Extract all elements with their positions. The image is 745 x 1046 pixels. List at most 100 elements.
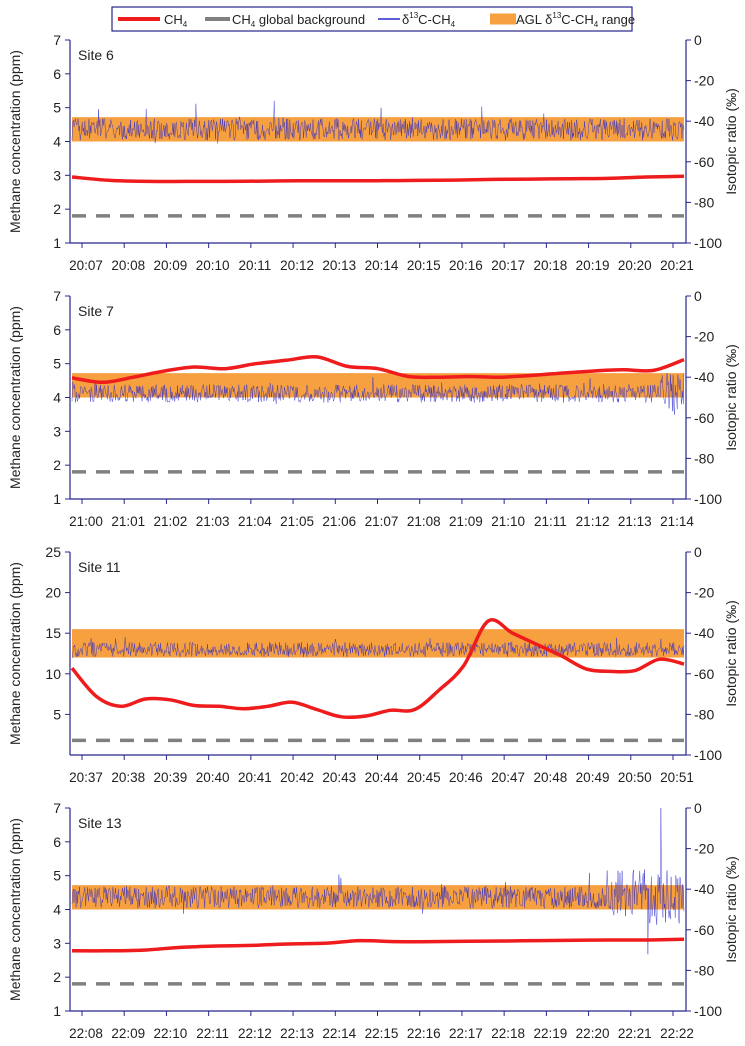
x-tick-label: 22:08 xyxy=(69,1026,103,1041)
y-tick-label: 1 xyxy=(53,235,61,251)
x-tick-label: 22:20 xyxy=(576,1026,610,1041)
x-tick-label: 20:40 xyxy=(196,770,230,785)
y2-tick-label: -100 xyxy=(694,747,722,763)
y-tick-label: 6 xyxy=(53,834,61,850)
y2-tick-label: -80 xyxy=(694,962,714,978)
x-tick-label: 20:16 xyxy=(449,258,483,273)
x-tick-label: 22:21 xyxy=(618,1026,652,1041)
site-label: Site 6 xyxy=(78,47,114,63)
x-tick-label: 22:12 xyxy=(238,1026,272,1041)
y-tick-label: 4 xyxy=(53,390,61,406)
x-tick-label: 20:21 xyxy=(660,258,694,273)
y2-axis-label: Isotopic ratio (‰) xyxy=(723,856,739,963)
x-tick-label: 22:18 xyxy=(491,1026,525,1041)
x-tick-label: 22:17 xyxy=(449,1026,483,1041)
legend: CH4 CH4 global background δ13C-CH4 AGL δ… xyxy=(111,6,635,32)
legend-background-label: CH4 global background xyxy=(232,12,365,29)
y-tick-label: 3 xyxy=(53,167,61,183)
x-tick-label: 20:50 xyxy=(618,770,652,785)
y-tick-label: 5 xyxy=(53,706,61,722)
y-tick-label: 7 xyxy=(53,800,61,816)
y-tick-label: 10 xyxy=(45,666,61,682)
y-tick-label: 4 xyxy=(53,134,61,150)
x-tick-label: 21:10 xyxy=(491,514,525,529)
y2-tick-label: -60 xyxy=(694,922,714,938)
ch4-series xyxy=(71,354,685,385)
x-tick-label: 20:17 xyxy=(491,258,525,273)
y2-tick-label: -20 xyxy=(694,73,714,89)
y2-tick-label: 0 xyxy=(694,800,702,816)
y-tick-label: 1 xyxy=(53,491,61,507)
x-tick-label: 22:10 xyxy=(154,1026,188,1041)
y2-tick-label: -20 xyxy=(694,329,714,345)
x-tick-label: 20:46 xyxy=(449,770,483,785)
y-tick-label: 5 xyxy=(53,100,61,116)
x-tick-label: 20:37 xyxy=(69,770,103,785)
y2-tick-label: -40 xyxy=(694,625,714,641)
x-tick-label: 21:12 xyxy=(576,514,610,529)
x-tick-label: 20:45 xyxy=(407,770,441,785)
y-tick-label: 25 xyxy=(45,544,61,560)
x-tick-label: 20:07 xyxy=(69,258,103,273)
x-tick-label: 21:07 xyxy=(365,514,399,529)
y-tick-label: 5 xyxy=(53,356,61,372)
ch4-series xyxy=(70,618,685,720)
y-tick-label: 15 xyxy=(45,625,61,641)
x-tick-label: 20:44 xyxy=(365,770,399,785)
y2-axis-label: Isotopic ratio (‰) xyxy=(723,344,739,451)
site-label: Site 13 xyxy=(78,815,122,831)
y2-tick-label: 0 xyxy=(694,544,702,560)
y2-tick-label: -60 xyxy=(694,154,714,170)
x-tick-label: 20:48 xyxy=(533,770,567,785)
y2-tick-label: -80 xyxy=(694,450,714,466)
y2-tick-label: -20 xyxy=(694,585,714,601)
isotope-series xyxy=(71,100,685,144)
x-tick-label: 21:05 xyxy=(280,514,314,529)
x-tick-label: 20:08 xyxy=(111,258,145,273)
x-tick-label: 20:38 xyxy=(111,770,145,785)
isotope-series xyxy=(71,807,685,955)
x-tick-label: 20:13 xyxy=(322,258,356,273)
x-tick-label: 20:39 xyxy=(154,770,188,785)
x-tick-label: 21:08 xyxy=(407,514,441,529)
y-tick-label: 2 xyxy=(53,457,61,473)
x-tick-label: 20:12 xyxy=(280,258,314,273)
x-tick-label: 22:09 xyxy=(111,1026,145,1041)
x-tick-label: 21:09 xyxy=(449,514,483,529)
y2-tick-label: -80 xyxy=(694,706,714,722)
x-tick-label: 21:11 xyxy=(534,514,567,529)
y2-tick-label: -40 xyxy=(694,369,714,385)
y-tick-label: 4 xyxy=(53,902,61,918)
x-tick-label: 22:19 xyxy=(533,1026,567,1041)
isotope-series xyxy=(71,637,685,659)
x-tick-label: 22:16 xyxy=(407,1026,441,1041)
y-tick-label: 2 xyxy=(53,201,61,217)
x-tick-label: 20:15 xyxy=(407,258,441,273)
y2-tick-label: -40 xyxy=(694,113,714,129)
x-tick-label: 20:14 xyxy=(365,258,399,273)
x-tick-label: 21:03 xyxy=(196,514,230,529)
x-tick-label: 21:04 xyxy=(238,514,272,529)
x-tick-label: 21:01 xyxy=(111,514,145,529)
y2-tick-label: 0 xyxy=(694,32,702,48)
y-tick-label: 7 xyxy=(53,32,61,48)
x-tick-label: 21:13 xyxy=(618,514,652,529)
ch4-series xyxy=(71,174,685,184)
x-tick-label: 21:02 xyxy=(154,514,188,529)
x-tick-label: 21:06 xyxy=(322,514,356,529)
isotope-series xyxy=(71,373,685,415)
y-axis-label: Methane concentration (ppm) xyxy=(7,306,23,489)
y2-axis-label: Isotopic ratio (‰) xyxy=(723,88,739,195)
x-tick-label: 21:14 xyxy=(660,514,694,529)
ch4-series xyxy=(71,937,685,953)
x-tick-label: 22:11 xyxy=(196,1026,229,1041)
x-tick-label: 22:15 xyxy=(365,1026,399,1041)
y2-tick-label: 0 xyxy=(694,288,702,304)
y2-tick-label: -20 xyxy=(694,841,714,857)
x-tick-label: 20:43 xyxy=(322,770,356,785)
x-tick-label: 22:22 xyxy=(660,1026,694,1041)
y-tick-label: 3 xyxy=(53,935,61,951)
x-tick-label: 22:13 xyxy=(280,1026,314,1041)
y2-tick-label: -40 xyxy=(694,881,714,897)
x-tick-label: 20:10 xyxy=(196,258,230,273)
